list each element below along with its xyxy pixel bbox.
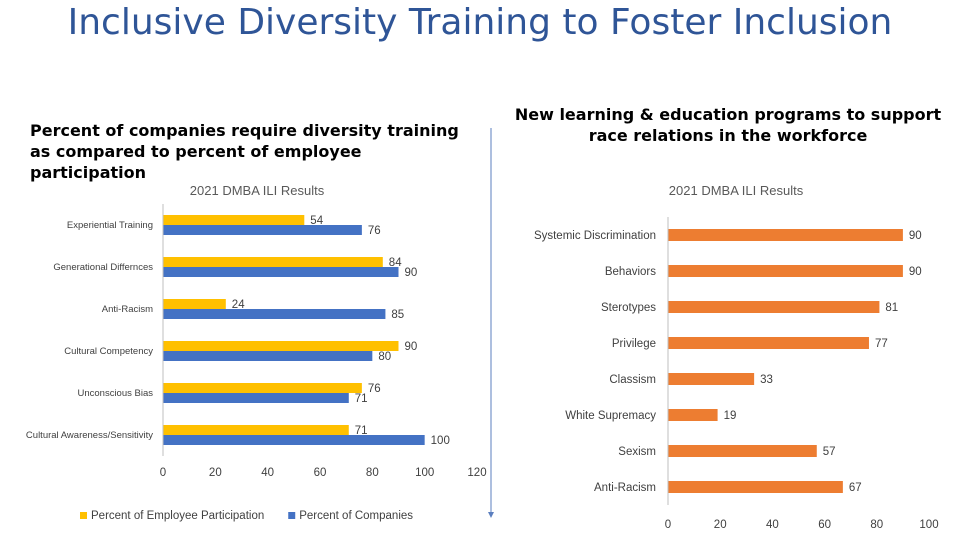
right-data-label: 33 xyxy=(760,374,773,386)
left-bar xyxy=(163,299,226,309)
left-category-label: Cultural Competency xyxy=(64,346,153,357)
right-data-label: 90 xyxy=(909,230,922,242)
right-data-label: 67 xyxy=(849,482,862,494)
right-data-label: 57 xyxy=(823,446,836,458)
divider-arrow-icon xyxy=(488,512,494,518)
left-data-label: 90 xyxy=(405,341,418,353)
left-category-label: Generational Differnces xyxy=(53,262,153,273)
left-bar xyxy=(163,215,305,225)
left-bar xyxy=(163,351,373,361)
left-category-label: Cultural Awareness/Sensitivity xyxy=(26,430,153,441)
left-bar xyxy=(163,257,383,267)
left-x-tick-label: 0 xyxy=(160,467,166,479)
right-x-tick-label: 60 xyxy=(818,519,831,531)
right-category-label: White Supremacy xyxy=(565,410,656,422)
right-x-tick-label: 20 xyxy=(714,519,727,531)
right-bar xyxy=(668,409,718,421)
left-data-label: 80 xyxy=(378,351,391,363)
right-x-tick-label: 0 xyxy=(665,519,671,531)
right-bar xyxy=(668,229,903,241)
right-bar xyxy=(668,481,843,493)
left-bar xyxy=(163,267,399,277)
left-x-tick-label: 100 xyxy=(415,467,434,479)
right-category-label: Behaviors xyxy=(605,266,656,278)
left-legend-swatch xyxy=(288,512,296,519)
right-category-label: Classism xyxy=(609,374,656,386)
left-data-label: 84 xyxy=(389,257,402,269)
left-data-label: 76 xyxy=(368,225,381,237)
right-chart-heading: New learning & education programs to sup… xyxy=(514,105,942,145)
left-legend-label: Percent of Employee Participation xyxy=(91,510,264,522)
left-data-label: 24 xyxy=(232,299,245,311)
left-category-label: Anti-Racism xyxy=(102,304,153,315)
right-bar xyxy=(668,301,880,313)
page-title: Inclusive Diversity Training to Foster I… xyxy=(67,2,893,43)
left-bar xyxy=(163,309,386,319)
right-category-label: Sterotypes xyxy=(601,302,656,314)
left-bar xyxy=(163,393,349,403)
left-bar xyxy=(163,383,362,393)
right-data-label: 77 xyxy=(875,338,888,350)
right-x-tick-label: 100 xyxy=(919,519,938,531)
right-bar xyxy=(668,445,817,457)
left-data-label: 100 xyxy=(431,435,450,447)
left-data-label: 76 xyxy=(368,383,381,395)
right-category-label: Privilege xyxy=(612,338,656,350)
left-legend-label: Percent of Companies xyxy=(299,510,413,522)
left-bar xyxy=(163,225,362,235)
left-category-label: Experiential Training xyxy=(67,220,153,231)
left-x-tick-label: 20 xyxy=(209,467,222,479)
left-data-label: 71 xyxy=(355,425,368,437)
left-chart-heading: Percent of companies require diversity t… xyxy=(30,121,459,182)
left-data-label: 54 xyxy=(310,215,323,227)
left-x-tick-label: 60 xyxy=(314,467,327,479)
left-legend-swatch xyxy=(80,512,87,519)
right-data-label: 81 xyxy=(885,302,898,314)
right-category-label: Anti-Racism xyxy=(594,482,656,494)
left-bar xyxy=(163,341,399,351)
left-x-tick-label: 80 xyxy=(366,467,379,479)
right-bar xyxy=(668,265,903,277)
right-category-label: Systemic Discrimination xyxy=(534,230,656,242)
right-data-label: 19 xyxy=(724,410,737,422)
right-x-tick-label: 40 xyxy=(766,519,779,531)
left-x-tick-label: 120 xyxy=(467,467,486,479)
right-data-label: 90 xyxy=(909,266,922,278)
right-bar xyxy=(668,373,755,385)
right-x-tick-label: 80 xyxy=(870,519,883,531)
left-chart-title: 2021 DMBA ILI Results xyxy=(190,183,325,198)
left-data-label: 71 xyxy=(355,393,368,405)
left-bar xyxy=(163,435,425,445)
right-category-label: Sexism xyxy=(618,446,656,458)
right-bar xyxy=(668,337,869,349)
left-x-tick-label: 40 xyxy=(261,467,274,479)
left-category-label: Unconscious Bias xyxy=(77,388,153,399)
right-chart-title: 2021 DMBA ILI Results xyxy=(669,183,804,198)
left-data-label: 90 xyxy=(405,267,418,279)
left-data-label: 85 xyxy=(391,309,404,321)
left-bar xyxy=(163,425,349,435)
